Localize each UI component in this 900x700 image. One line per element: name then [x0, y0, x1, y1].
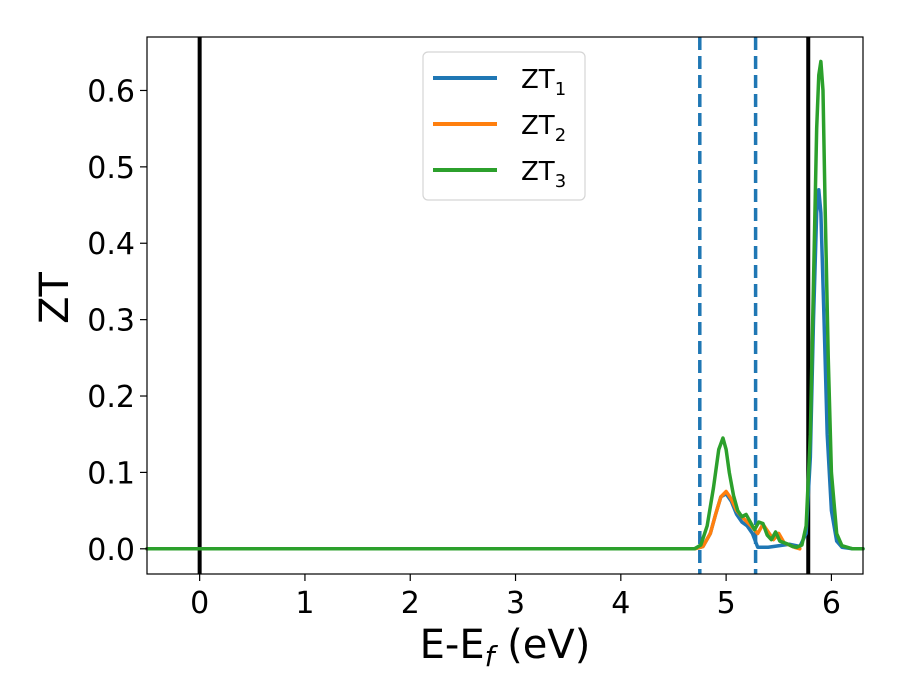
- series-line-zt2: [145, 489, 802, 551]
- x-tick-label: 6: [822, 586, 841, 621]
- x-tick-label: 0: [190, 586, 209, 621]
- y-tick-label: 0.3: [87, 304, 135, 339]
- y-tick-label: 0.4: [87, 227, 135, 262]
- x-tick-label: 4: [611, 586, 630, 621]
- legend-label-zt3: ZT3: [521, 157, 566, 192]
- y-axis-ticks: 0.0 0.1 0.2 0.3 0.4 0.5 0.6: [87, 74, 147, 568]
- x-axis-title-main: E-E: [420, 622, 485, 668]
- legend-items: ZT1 ZT2 ZT3: [433, 65, 566, 192]
- x-axis-ticks: 0 1 2 3 4 5 6: [190, 574, 841, 621]
- y-tick-label: 0.2: [87, 380, 135, 415]
- axes-frame: [146, 36, 864, 575]
- x-tick-label: 3: [506, 586, 525, 621]
- x-tick-label: 5: [717, 586, 736, 621]
- y-tick-label: 0.1: [87, 456, 135, 491]
- x-axis-title: E-Ef (eV): [420, 622, 591, 673]
- x-axis-title-unit: (eV): [494, 622, 590, 668]
- x-tick-label: 2: [401, 586, 420, 621]
- y-tick-label: 0.0: [87, 533, 135, 568]
- legend-label-zt2: ZT2: [521, 111, 566, 146]
- plot-area: [145, 36, 865, 575]
- y-tick-label: 0.5: [87, 151, 135, 186]
- legend-label-zt1: ZT1: [521, 65, 566, 100]
- data-series: [145, 59, 865, 551]
- legend-box: [422, 51, 586, 201]
- x-tick-label: 1: [295, 586, 314, 621]
- y-axis-title: ZT: [32, 272, 78, 324]
- y-tick-label: 0.6: [87, 74, 135, 109]
- legend: ZT1 ZT2 ZT3: [422, 51, 586, 201]
- series-line-zt3: [145, 59, 865, 551]
